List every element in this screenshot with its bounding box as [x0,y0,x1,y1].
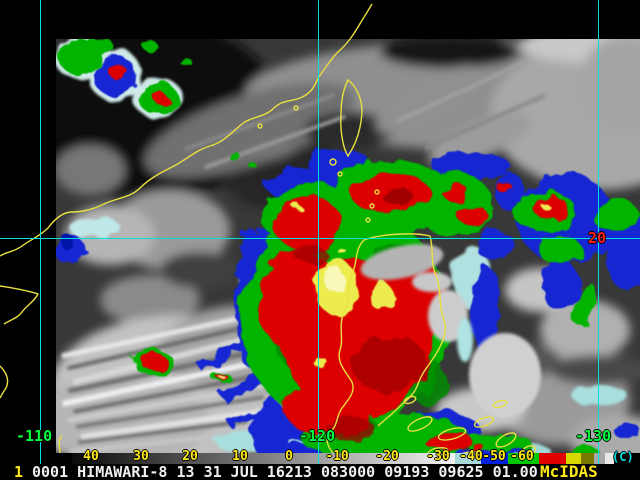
colorbar-segment-minus70 [539,453,566,464]
colorbar-segment-white [605,453,614,464]
colorbar-ticks: 40 30 20 10 0 -10 -20 -30 -40 -50 -60 [0,449,640,464]
colorbar-gradient [72,453,455,464]
lat-label-20: 20 [588,229,607,247]
lon-label-130: -130 [575,427,612,445]
island-outline [257,123,263,129]
visayas-island [437,427,467,441]
island-outline [337,171,343,177]
tick-minus50: -50 [482,449,506,464]
frame-number: 1 [14,463,24,480]
mcidas-brand: McIDAS [540,462,598,480]
island-outline [293,105,299,111]
china-coastline [0,3,373,257]
visayas-island [492,399,508,409]
visayas-island [473,416,495,428]
colorbar-segment-gray [594,453,605,464]
colorbar [0,453,640,464]
lon-label-120: -120 [299,427,336,445]
tick-10: 10 [232,449,248,464]
image-info-bar: 1 0001 HIMAWARI-8 13 31 JUL 16213 083000… [0,464,640,480]
tick-30: 30 [133,449,149,464]
south-china-coastline [0,285,39,325]
visayas-island [495,432,517,448]
tick-minus30: -30 [426,449,450,464]
colorbar-segment-minus60 [508,453,539,464]
taiwan-outline [340,78,363,158]
island-outline [329,158,337,166]
luzon-east-coast [377,235,446,427]
hainan-coastline [0,365,9,399]
colorbar-segment-black [614,453,640,464]
no-data-mask [0,0,640,465]
crosshair-extension-120 [318,453,319,464]
tick-minus60: -60 [510,449,534,464]
colorbar-segment-olive [581,453,594,464]
batanes-island [365,217,371,223]
tick-20: 20 [182,449,198,464]
cold-cloud-yellow-layer [219,203,549,379]
colorbar-segment-minus40 [455,453,481,464]
tick-minus20: -20 [375,449,399,464]
visayas-island [407,416,433,432]
tick-minus10: -10 [325,449,349,464]
tick-0: 0 [285,449,293,464]
batanes-island [374,189,380,195]
tick-minus40: -40 [459,449,483,464]
luzon-west-coast [326,239,365,455]
colorbar-segment-minus50 [481,453,508,464]
colorbar-segment-minus80 [566,453,581,464]
crosshair-extension-130 [598,453,599,464]
temperature-unit-label: (C) [612,450,634,464]
gray-cloud-layer [20,20,640,465]
batanes-island [369,203,375,209]
tick-40: 40 [83,449,99,464]
lon-label-110: -110 [16,427,53,445]
crosshair-overlay [0,0,640,453]
image-info-text: 0001 HIMAWARI-8 13 31 JUL 16213 083000 0… [32,463,538,480]
dry-slot-gray-layer [360,244,541,417]
crosshair-extension-110 [40,453,41,464]
visayas-island [403,395,417,405]
